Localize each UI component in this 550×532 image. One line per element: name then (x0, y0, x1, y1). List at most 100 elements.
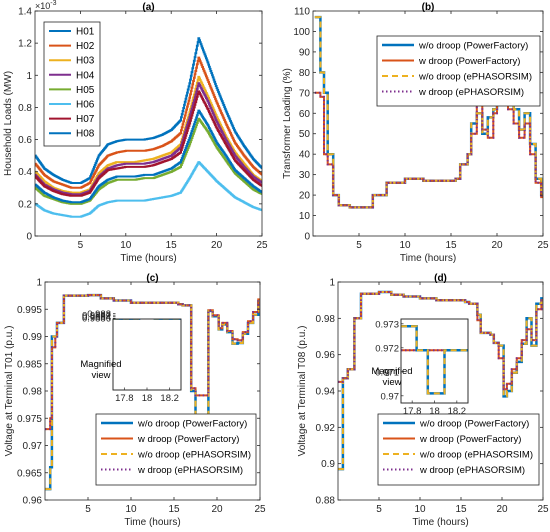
y-tick-label: 0.965 (17, 468, 42, 479)
x-tick-label: 5 (376, 504, 382, 515)
series-line-a-7 (35, 109, 262, 204)
series-line-d-2 (338, 291, 543, 471)
y-tick-label: 30 (299, 170, 311, 181)
inset-x-tick-label: 17.8 (403, 406, 422, 417)
inset-caption-line2: view (382, 377, 401, 388)
x-tick-label: 20 (496, 504, 508, 515)
inset-line-yellow (401, 325, 468, 395)
legend-label: w droop (ePHASORSIM) (419, 465, 525, 476)
y-tick-label: 1 (36, 278, 42, 289)
y-tick-label: 0.995 (17, 305, 42, 316)
legend: w/o droop (PowerFactory) w droop (PowerFa… (377, 413, 540, 486)
y-tick-label: 80 (299, 68, 311, 79)
series-line-a-2 (35, 75, 262, 194)
x-tick-label: 20 (211, 504, 223, 515)
inset-x-tick-label: 18.2 (160, 393, 179, 404)
x-tick-label: 15 (455, 504, 467, 515)
y-tick-label: 0.6 (18, 135, 32, 146)
panel-title: (c) (146, 273, 158, 284)
legend-label: w/o droop (PowerFactory) (419, 419, 529, 430)
inset-caption-line2: view (91, 370, 110, 381)
series-line-a-6 (35, 90, 262, 197)
series-group (314, 15, 543, 209)
inset-caption-line1: Magnified (80, 359, 121, 370)
series-line-a-5 (35, 161, 262, 218)
y-tick-label: 50 (299, 129, 311, 140)
legend-label: w droop (ePHASORSIM) (418, 87, 524, 98)
legend: w/o droop (PowerFactory) w droop (PowerFa… (95, 413, 257, 486)
x-tick-label: 15 (166, 240, 178, 251)
chart-panel-d: 5 10 15 20 25 0.88 0.9 0.92 0.94 0.96 0.98 1 (d) Time… (297, 273, 549, 528)
legend: H01 H02 H03 H04 H05 H06 H07 H08 (43, 21, 101, 147)
legend-box (377, 413, 540, 486)
x-axis-label: Time (hours) (124, 517, 180, 528)
y-axis-label: Transformer Loading (%) (282, 68, 293, 179)
x-tick-label: 15 (445, 240, 457, 251)
series-line-d-3 (338, 291, 543, 391)
chart-panel-c: 5 10 15 20 25 0.96 0.965 0.97 0.975 0.98 0.985 0.99… (4, 273, 266, 528)
axis-exponent-base: ×10 (35, 1, 50, 11)
inset-y-tick-label: 0.9884 (82, 312, 111, 323)
y-tick-label: 110 (294, 7, 310, 18)
legend-label: w droop (PowerFactory) (418, 56, 520, 67)
y-axis-label: Voltage at Terminal T01 (p.u.) (4, 326, 15, 457)
x-tick-label: 15 (168, 504, 180, 515)
y-tick-label: 1 (329, 278, 335, 289)
legend-label: w/o droop (ePHASORSIM) (418, 72, 532, 83)
y-tick-label: 40 (299, 150, 311, 161)
y-tick-label: 0.99 (23, 332, 43, 343)
legend-label: w/o droop (ePHASORSIM) (137, 450, 251, 461)
inset-y-tick-label: 0.971 (375, 367, 399, 378)
y-axis-label: Household Loads (MW) (3, 71, 14, 176)
x-axis-label: Time (hours) (120, 253, 176, 264)
x-tick-label: 5 (78, 240, 84, 251)
x-tick-label: 10 (125, 504, 137, 515)
legend-label: H07 (76, 114, 95, 125)
y-tick-label: 0.975 (17, 414, 42, 425)
x-tick-label: 10 (120, 240, 132, 251)
y-tick-label: 0.98 (316, 314, 336, 325)
legend-label: w droop (PowerFactory) (419, 434, 521, 445)
axis-exponent-power: -3 (50, 0, 56, 7)
legend: w/o droop (PowerFactory) w droop (PowerFa… (376, 35, 541, 107)
x-axis-label: Time (hours) (400, 253, 456, 264)
axes-box (34, 10, 263, 237)
chart-panel-b: 5 10 15 20 25 0 10 20 30 40 50 60 70 80 90 100 110 (b) Tim… (282, 2, 549, 264)
legend-label: w droop (ePHASORSIM) (137, 465, 243, 476)
legend-label: w/o droop (PowerFactory) (418, 41, 528, 52)
x-tick-label: 20 (491, 240, 503, 251)
series-line-a-1 (35, 56, 262, 189)
y-tick-label: 0.92 (316, 423, 336, 434)
y-tick-label: 60 (299, 109, 311, 120)
inset-x-tick-label: 18.2 (448, 406, 467, 417)
y-tick-label: 0.2 (18, 199, 32, 210)
inset-y-tick-label: 0.988 (87, 309, 111, 320)
inset-y-tick-label: 0.9886 (82, 314, 111, 325)
series-line-c-3 (45, 294, 260, 431)
inset-y-tick-label: 0.972 (375, 343, 399, 354)
inset-series (401, 324, 468, 395)
x-tick-label: 10 (414, 504, 426, 515)
x-tick-label: 25 (254, 504, 266, 515)
y-tick-label: 0.88 (316, 496, 336, 507)
y-tick-label: 0.94 (316, 387, 336, 398)
legend-box (43, 21, 101, 147)
legend-box (95, 413, 257, 486)
y-tick-label: 90 (299, 47, 311, 58)
x-tick-label: 10 (399, 240, 411, 251)
inset-x-tick-label: 18 (429, 406, 440, 417)
x-tick-label: 20 (211, 240, 223, 251)
y-tick-label: 0 (304, 232, 310, 243)
y-tick-label: 0.985 (17, 359, 42, 370)
y-tick-label: 1 (26, 71, 32, 82)
series-line-a-3 (35, 82, 262, 196)
y-tick-label: 0.8 (18, 103, 32, 114)
inset-y-tick-label: 0.97 (381, 391, 400, 402)
y-axis-label: Voltage at Terminal T08 (p.u.) (297, 326, 308, 457)
y-tick-label: 0.97 (23, 441, 43, 452)
inset-caption-line1: Magnified (371, 366, 412, 377)
legend-label: H04 (76, 70, 95, 81)
series-group (45, 293, 260, 491)
y-tick-label: 20 (299, 191, 311, 202)
